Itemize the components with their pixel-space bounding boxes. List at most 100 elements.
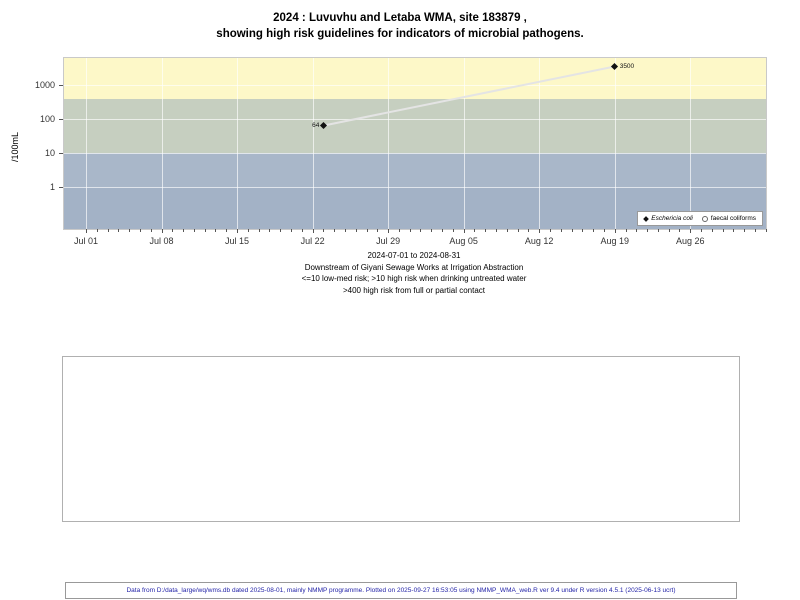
x-tick-mark-minor	[193, 229, 195, 232]
x-tick-mark-major	[690, 229, 692, 233]
x-tick-mark-minor	[269, 229, 271, 232]
x-tick-mark-minor	[377, 229, 379, 232]
x-tick-label: Jul 22	[300, 236, 325, 246]
x-tick-mark-major	[312, 229, 314, 233]
caption-date-range: 2024-07-01 to 2024-08-31	[367, 251, 461, 260]
x-tick-mark-minor	[625, 229, 627, 232]
x-tick-mark-minor	[496, 229, 498, 232]
point-label: 64	[312, 121, 320, 129]
y-tick-mark	[59, 119, 63, 120]
gridline-horizontal	[64, 153, 766, 154]
x-tick-mark-minor	[226, 229, 228, 232]
gridline-vertical	[463, 58, 465, 229]
footer-provenance: Data from D:/data_large/wq/wms.db dated …	[65, 582, 737, 599]
x-tick-mark-minor	[474, 229, 476, 232]
chart-title-line1: 2024 : Luvuvhu and Letaba WMA, site 1838…	[273, 12, 527, 24]
x-tick-mark-minor	[420, 229, 422, 232]
x-axis: Jul 01 Jul 08 Jul 15 Jul 22 Jul 29 Aug 05 Aug …	[64, 229, 767, 251]
chart-legend: Eschericia coli faecal coliforms	[637, 211, 763, 226]
x-tick-mark-minor	[139, 229, 141, 232]
x-tick-mark-minor	[172, 229, 174, 232]
x-tick-mark-minor	[107, 229, 109, 232]
x-tick-mark-minor	[442, 229, 444, 232]
x-tick-mark-minor	[647, 229, 649, 232]
caption-risk-guideline-2: >400 high risk from full or partial cont…	[342, 285, 486, 295]
risk-band	[64, 58, 766, 99]
x-tick-mark-minor	[754, 229, 756, 232]
x-tick-mark-minor	[291, 229, 292, 232]
gridline-horizontal	[64, 119, 766, 120]
x-tick-mark-minor	[765, 229, 767, 232]
gridline-horizontal	[64, 187, 766, 188]
x-tick-mark-minor	[366, 229, 368, 232]
gridline-vertical	[614, 58, 616, 229]
empty-plot-panel	[62, 356, 740, 522]
x-tick-label: Aug 12	[524, 236, 554, 246]
x-tick-mark-minor	[258, 229, 260, 232]
chart-title: 2024 : Luvuvhu and Letaba WMA, site 1838…	[0, 10, 800, 42]
gridline-vertical	[539, 58, 541, 229]
x-tick-mark-minor	[247, 229, 249, 232]
x-tick-mark-major	[161, 229, 163, 233]
y-tick-mark	[59, 187, 63, 188]
risk-band	[64, 153, 766, 187]
x-tick-mark-minor	[431, 229, 433, 232]
y-tick-label: 1000	[34, 80, 55, 90]
gridline-vertical	[690, 58, 692, 229]
x-tick-mark-minor	[528, 229, 530, 232]
series-line	[323, 65, 615, 127]
y-tick-label: 10	[44, 148, 55, 158]
x-tick-mark-minor	[129, 229, 131, 232]
x-tick-mark-minor	[517, 229, 519, 232]
x-tick-label: Aug 19	[600, 236, 629, 246]
x-tick-mark-minor	[204, 229, 206, 232]
x-tick-mark-minor	[398, 229, 400, 232]
x-tick-mark-major	[86, 229, 87, 233]
legend-label-escherichia-coli: Eschericia coli	[651, 215, 693, 222]
y-tick-mark	[59, 153, 63, 154]
x-tick-mark-minor	[280, 229, 282, 232]
chart-title-line2: showing high risk guidelines for indicat…	[216, 28, 584, 40]
gridline-vertical	[388, 58, 390, 229]
y-tick-label: 1	[49, 182, 55, 192]
x-tick-mark-minor	[409, 229, 411, 232]
gridline-vertical	[86, 58, 87, 229]
x-tick-mark-major	[614, 229, 616, 233]
gridline-vertical	[312, 58, 314, 229]
gridline-vertical	[161, 58, 163, 229]
x-tick-mark-minor	[334, 229, 336, 232]
caption-site-description: Downstream of Giyani Sewage Works at Irr…	[304, 262, 524, 272]
y-tick-mark	[59, 85, 63, 86]
x-tick-label: Jul 15	[225, 236, 250, 246]
x-tick-mark-minor	[657, 229, 659, 232]
x-tick-mark-minor	[744, 229, 746, 232]
x-tick-mark-minor	[636, 229, 638, 232]
x-tick-mark-minor	[549, 229, 551, 232]
x-tick-mark-minor	[679, 229, 681, 232]
footer-provenance-text: Data from D:/data_large/wq/wms.db dated …	[126, 587, 676, 594]
chart-caption: 2024-07-01 to 2024-08-31 Downstream of G…	[63, 250, 765, 296]
x-tick-mark-minor	[571, 229, 573, 232]
gridline-horizontal	[64, 85, 766, 86]
legend-label-faecal-coliforms: faecal coliforms	[710, 215, 756, 222]
x-tick-mark-minor	[485, 229, 487, 232]
x-tick-mark-minor	[701, 229, 703, 232]
legend-item-escherichia-coli: Eschericia coli	[643, 215, 693, 222]
x-tick-mark-minor	[323, 229, 325, 232]
y-axis-label: /100mL	[10, 131, 20, 162]
x-tick-mark-minor	[582, 229, 584, 232]
x-tick-mark-minor	[711, 229, 713, 232]
x-tick-mark-minor	[301, 229, 303, 232]
x-tick-mark-major	[463, 229, 465, 233]
x-tick-mark-minor	[560, 229, 562, 232]
x-tick-label: Jul 01	[73, 236, 99, 246]
x-tick-mark-minor	[344, 229, 346, 232]
x-tick-label: Aug 26	[675, 236, 705, 246]
x-tick-mark-minor	[452, 229, 454, 232]
x-tick-mark-minor	[506, 229, 508, 232]
x-tick-mark-minor	[603, 229, 605, 232]
x-tick-label: Jul 29	[376, 236, 401, 246]
x-tick-mark-minor	[668, 229, 670, 232]
x-tick-mark-minor	[355, 229, 357, 232]
y-tick-label: 100	[39, 114, 55, 124]
